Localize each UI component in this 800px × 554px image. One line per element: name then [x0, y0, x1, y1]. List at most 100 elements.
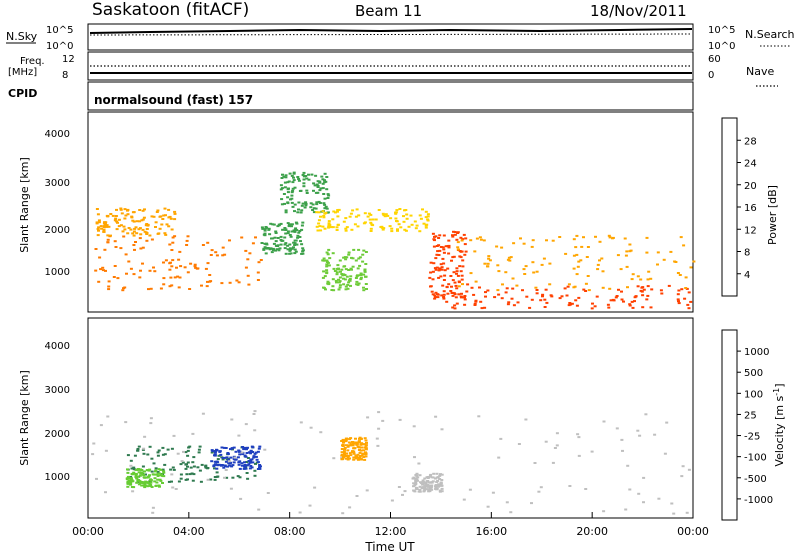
- data-cell: [145, 228, 149, 230]
- data-cell: [468, 488, 472, 491]
- nsky-trace: [89, 28, 693, 34]
- data-cell: [162, 475, 166, 478]
- data-cell: [397, 223, 401, 226]
- data-cell: [433, 294, 437, 297]
- data-cell: [106, 415, 110, 418]
- data-cell: [321, 210, 325, 213]
- data-cell: [414, 474, 418, 476]
- data-cell: [252, 413, 256, 415]
- data-cell: [106, 234, 110, 237]
- data-cell: [143, 435, 147, 438]
- data-cell: [435, 476, 439, 479]
- data-cell: [451, 235, 455, 238]
- data-cell: [140, 481, 144, 483]
- data-cell: [252, 455, 256, 458]
- data-cell: [231, 464, 235, 467]
- x-tick-label: 04:00: [173, 525, 205, 538]
- data-cell: [313, 486, 317, 489]
- data-cell: [568, 485, 572, 487]
- data-cell: [191, 432, 195, 435]
- data-cell: [542, 257, 546, 260]
- data-cell: [152, 473, 156, 476]
- data-cell: [227, 460, 231, 463]
- data-cell: [364, 283, 368, 285]
- data-cell: [369, 213, 373, 216]
- data-cell: [341, 438, 345, 441]
- data-cell: [438, 474, 442, 477]
- data-cell: [422, 481, 426, 484]
- data-cell: [173, 210, 177, 213]
- freq-strip-frame: [87, 51, 694, 81]
- data-cell: [134, 226, 138, 229]
- data-cell: [401, 493, 404, 496]
- data-cell: [360, 454, 364, 457]
- data-cell: [342, 456, 345, 459]
- data-cell: [444, 245, 448, 248]
- data-cell: [424, 224, 428, 227]
- data-cell: [338, 259, 342, 262]
- data-cell: [279, 188, 283, 191]
- data-cell: [119, 224, 123, 227]
- data-cell: [386, 214, 390, 217]
- data-cell: [616, 254, 620, 257]
- data-cell: [158, 485, 161, 488]
- data-cell: [247, 460, 251, 462]
- data-cell: [283, 227, 287, 229]
- data-cell: [154, 470, 157, 473]
- data-cell: [333, 270, 337, 272]
- x-axis-label: Time UT: [364, 540, 415, 554]
- data-cell: [94, 248, 98, 250]
- data-cell: [130, 215, 134, 218]
- data-cell: [642, 288, 646, 291]
- data-cell: [265, 243, 269, 246]
- data-cell: [300, 204, 304, 207]
- data-cell: [254, 236, 257, 239]
- data-cell: [429, 261, 433, 264]
- data-cell: [184, 478, 188, 481]
- data-cell: [283, 236, 287, 239]
- data-cell: [510, 297, 514, 300]
- data-region: [411, 472, 444, 493]
- data-cell: [246, 477, 250, 480]
- data-cell: [288, 172, 292, 175]
- data-cell: [358, 256, 362, 259]
- data-cell: [358, 458, 362, 461]
- data-cell: [99, 225, 103, 228]
- data-cell: [357, 440, 361, 443]
- data-cell: [327, 223, 331, 226]
- data-cell: [511, 277, 515, 280]
- data-cell: [156, 451, 160, 454]
- data-cell: [450, 285, 453, 288]
- data-cell: [114, 215, 118, 217]
- data-cell: [244, 467, 248, 470]
- data-cell: [179, 477, 183, 480]
- data-cell: [354, 455, 358, 458]
- data-cell: [150, 238, 154, 241]
- data-cell: [155, 211, 159, 213]
- data-cell: [316, 180, 320, 183]
- data-cell: [640, 290, 644, 293]
- data-cell: [677, 300, 680, 303]
- data-cell: [226, 453, 230, 455]
- data-cell: [455, 287, 459, 290]
- data-cell: [257, 447, 261, 450]
- data-cell: [219, 453, 223, 456]
- data-cell: [113, 219, 117, 222]
- data-cell: [342, 441, 345, 444]
- data-cell: [365, 441, 368, 444]
- data-cell: [179, 463, 183, 466]
- data-cell: [173, 276, 177, 279]
- data-cell: [138, 474, 142, 477]
- data-cell: [336, 215, 340, 218]
- data-cell: [633, 300, 636, 303]
- data-cell: [500, 297, 504, 300]
- data-cell: [357, 214, 361, 217]
- data-cell: [300, 228, 304, 231]
- data-cell: [126, 468, 129, 471]
- data-cell: [445, 285, 449, 288]
- data-cell: [364, 453, 368, 456]
- data-cell: [325, 261, 329, 263]
- data-cell: [181, 461, 185, 464]
- data-cell: [216, 475, 220, 478]
- data-cell: [358, 455, 362, 457]
